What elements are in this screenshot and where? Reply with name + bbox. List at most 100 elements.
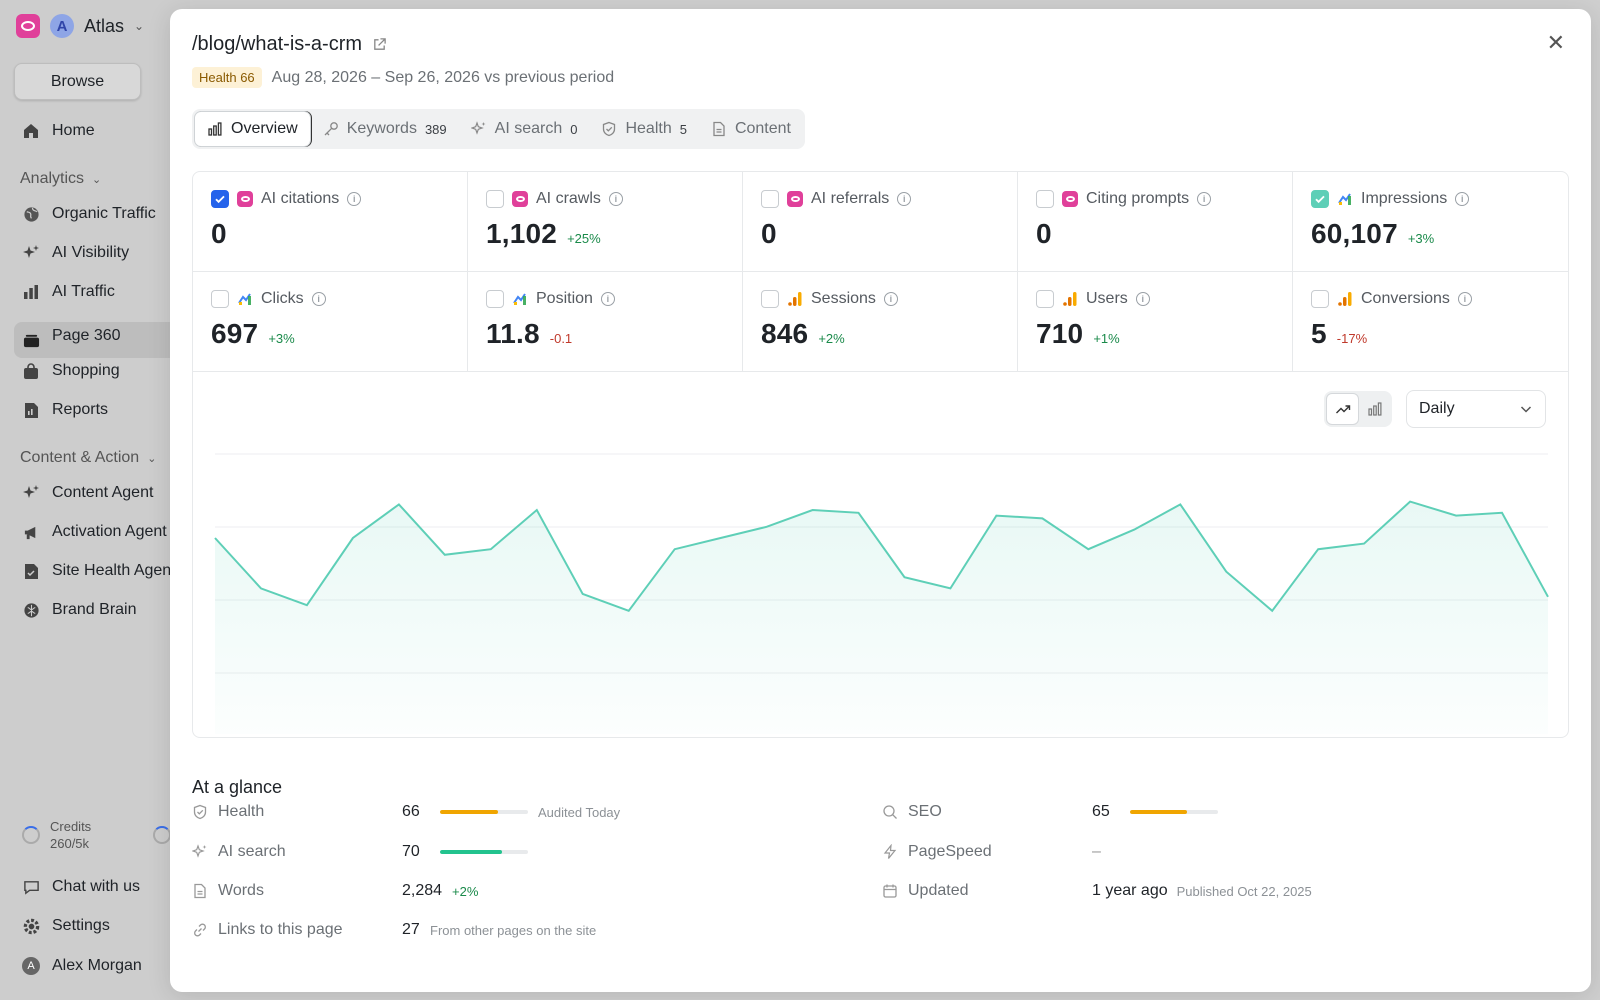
- metric-label: Position: [536, 290, 593, 307]
- glance-links: Links to this page 27 From other pages o…: [192, 921, 596, 939]
- sidebar-item-label: Organic Traffic: [52, 205, 156, 222]
- sidebar-item-home[interactable]: Home: [22, 122, 95, 140]
- metric-label: Citing prompts: [1086, 190, 1190, 207]
- info-icon[interactable]: i: [1457, 292, 1472, 306]
- sidebar-item-ai-traffic[interactable]: AI Traffic: [22, 283, 115, 301]
- info-icon[interactable]: i: [1197, 192, 1212, 206]
- info-icon[interactable]: i: [600, 292, 615, 306]
- tab-ai-search[interactable]: AI search 0: [459, 111, 590, 147]
- metric-checkbox[interactable]: [1311, 290, 1329, 308]
- content-section-header[interactable]: Content & Action ⌄: [20, 449, 156, 467]
- metric-value: 0: [1036, 218, 1052, 249]
- sidebar-item-page-360[interactable]: Page 360: [14, 322, 190, 358]
- bar-chart-icon: [1367, 402, 1381, 416]
- info-icon[interactable]: i: [608, 192, 623, 206]
- tab-content[interactable]: Content: [699, 111, 803, 147]
- info-icon[interactable]: i: [311, 292, 326, 306]
- metric-ai-citations[interactable]: AI citations i 0: [193, 172, 468, 272]
- google-analytics-icon: [788, 292, 802, 306]
- sidebar-item-brand-brain[interactable]: Brand Brain: [22, 601, 137, 619]
- words-delta: +2%: [452, 883, 479, 899]
- links-value: 27: [402, 921, 420, 938]
- metric-ai-crawls[interactable]: AI crawls i 1,102 +25%: [468, 172, 743, 272]
- bar-chart-icon: [22, 283, 40, 301]
- sidebar-item-chat[interactable]: Chat with us: [22, 878, 140, 896]
- sidebar-item-ai-visibility[interactable]: AI Visibility: [22, 244, 129, 262]
- metric-position[interactable]: Position i 11.8 -0.1: [468, 272, 743, 372]
- workspace-switcher[interactable]: A Atlas ⌄: [16, 14, 144, 38]
- metric-conversions[interactable]: Conversions i 5 -17%: [1293, 272, 1568, 372]
- updated-note: Published Oct 22, 2025: [1176, 883, 1312, 899]
- metric-grid: AI citations i 0 AI crawls i 1,102 +25% AI refe…: [193, 172, 1568, 372]
- metric-checkbox[interactable]: [211, 190, 229, 208]
- metric-checkbox[interactable]: [761, 290, 779, 308]
- metric-clicks[interactable]: Clicks i 697 +3%: [193, 272, 468, 372]
- credits-meter[interactable]: Credits 260/5k: [22, 818, 172, 852]
- glance-label: Updated: [908, 882, 969, 899]
- metric-checkbox[interactable]: [486, 290, 504, 308]
- key-icon: [324, 122, 338, 136]
- tab-keywords[interactable]: Keywords 389: [311, 111, 459, 147]
- info-icon[interactable]: i: [1135, 292, 1150, 306]
- info-icon[interactable]: i: [1455, 192, 1470, 206]
- info-icon[interactable]: i: [883, 292, 898, 306]
- sidebar-item-label: Home: [52, 122, 95, 139]
- user-profile[interactable]: A Alex Morgan: [22, 957, 142, 975]
- sidebar-item-shopping[interactable]: Shopping: [22, 362, 120, 380]
- sparkle-icon: [192, 844, 207, 858]
- usage-ring-icon: [153, 826, 172, 844]
- sidebar-item-organic-traffic[interactable]: Organic Traffic: [22, 205, 156, 223]
- bar-chart-toggle[interactable]: [1359, 393, 1390, 425]
- tab-label: Overview: [231, 120, 298, 137]
- external-link-icon[interactable]: [372, 37, 387, 52]
- tab-count: 389: [424, 121, 447, 137]
- glance-words: Words 2,284 +2%: [192, 882, 478, 900]
- metric-checkbox[interactable]: [486, 190, 504, 208]
- glance-seo: SEO 65: [882, 803, 1228, 821]
- sidebar-item-settings[interactable]: Settings: [22, 917, 110, 935]
- trend-icon: [1335, 405, 1350, 414]
- metric-checkbox[interactable]: [761, 190, 779, 208]
- analytics-section-header[interactable]: Analytics ⌄: [20, 170, 101, 188]
- sidebar-item-label: Content Agent: [52, 484, 154, 501]
- sidebar-item-label: Page 360: [52, 327, 121, 344]
- interval-select[interactable]: Daily: [1406, 390, 1546, 428]
- megaphone-icon: [22, 523, 40, 541]
- metric-label: AI referrals: [811, 190, 890, 207]
- metric-checkbox[interactable]: [1036, 290, 1054, 308]
- browse-button[interactable]: Browse: [14, 63, 141, 100]
- metric-ai-referrals[interactable]: AI referrals i 0: [743, 172, 1018, 272]
- google-search-console-icon: [513, 293, 526, 305]
- line-chart-toggle[interactable]: [1326, 393, 1359, 425]
- metric-checkbox[interactable]: [211, 290, 229, 308]
- interval-value: Daily: [1419, 400, 1455, 417]
- metric-value: 11.8: [486, 318, 540, 349]
- glance-pagespeed: PageSpeed –: [882, 843, 1130, 861]
- metric-sessions[interactable]: Sessions i 846 +2%: [743, 272, 1018, 372]
- metric-checkbox[interactable]: [1311, 190, 1329, 208]
- glance-label: Health: [218, 803, 265, 820]
- bar-chart-icon: [208, 122, 222, 136]
- close-button[interactable]: ✕: [1547, 32, 1565, 54]
- metric-citing-prompts[interactable]: Citing prompts i 0: [1018, 172, 1293, 272]
- metric-delta: +1%: [1093, 331, 1120, 346]
- tab-overview[interactable]: Overview: [194, 111, 311, 147]
- info-icon[interactable]: i: [897, 192, 912, 206]
- metric-value: 846: [761, 318, 809, 349]
- section-label: Content & Action: [20, 449, 140, 466]
- metric-users[interactable]: Users i 710 +1%: [1018, 272, 1293, 372]
- sidebar-item-content-agent[interactable]: Content Agent: [22, 484, 153, 502]
- brand-logo-icon: [16, 14, 40, 38]
- glance-label: Words: [218, 882, 264, 899]
- tab-health[interactable]: Health 5: [589, 111, 698, 147]
- metric-checkbox[interactable]: [1036, 190, 1054, 208]
- sidebar-item-reports[interactable]: Reports: [22, 401, 108, 419]
- sidebar-item-site-health-agent[interactable]: Site Health Agent: [22, 562, 176, 580]
- page-detail-modal: ✕ /blog/what-is-a-crm Health 66 Aug 28, …: [170, 9, 1591, 992]
- ai-source-icon: [237, 191, 253, 207]
- lightning-icon: [883, 844, 897, 859]
- health-note: Audited Today: [538, 804, 621, 820]
- sidebar-item-activation-agent[interactable]: Activation Agent: [22, 523, 167, 541]
- metric-impressions[interactable]: Impressions i 60,107 +3%: [1293, 172, 1568, 272]
- info-icon[interactable]: i: [347, 192, 362, 206]
